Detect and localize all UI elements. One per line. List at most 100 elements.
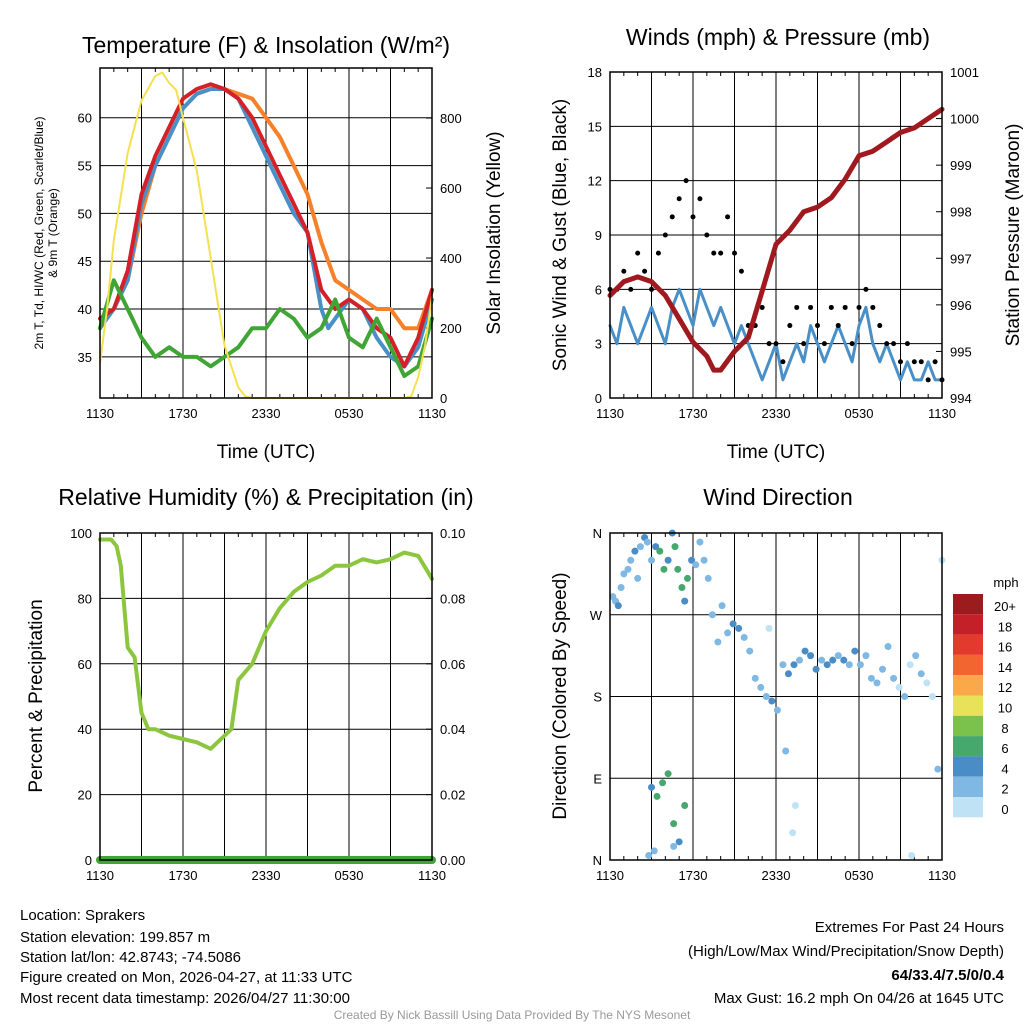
gust-point <box>676 196 682 202</box>
legend-swatch <box>953 776 983 797</box>
y-tick-label: 0 <box>595 391 602 406</box>
direction-point <box>768 697 776 705</box>
direction-point <box>643 538 651 546</box>
direction-point <box>823 661 831 669</box>
gust-point <box>849 341 855 347</box>
direction-point <box>724 629 732 637</box>
legend-swatch <box>953 594 983 615</box>
legend-swatch <box>953 614 983 635</box>
gust-point <box>766 341 772 347</box>
temp-ylabel-line2: & 9m T (Orange) <box>46 188 60 278</box>
y2-tick-label: 200 <box>440 321 462 336</box>
direction-point <box>681 802 689 809</box>
info-recent: Most recent data timestamp: 2026/04/27 1… <box>20 990 350 1007</box>
direction-point <box>812 665 820 673</box>
direction-point <box>908 851 916 859</box>
x-tick-label: 1130 <box>928 868 956 883</box>
x-tick-label: 1130 <box>86 406 114 421</box>
gust-point <box>725 214 731 220</box>
gust-point <box>828 304 834 310</box>
wdir-ylabel: Direction (Colored By Speed) <box>550 572 571 819</box>
direction-point <box>862 652 870 660</box>
legend-swatch <box>953 695 983 716</box>
y-tick-label: 40 <box>78 722 92 737</box>
direction-point <box>675 838 683 846</box>
x-tick-label: 2330 <box>252 868 281 883</box>
legend-label: 16 <box>998 640 1012 655</box>
temp-xlabel: Time (UTC) <box>217 442 316 463</box>
wind-y2label: Station Pressure (Maroon) <box>1003 124 1024 347</box>
y2-tick-label: 0.02 <box>440 788 465 803</box>
temp-panel-title: Temperature (F) & Insolation (W/m²) <box>82 32 450 58</box>
direction-point <box>696 538 704 546</box>
direction-point <box>906 661 914 669</box>
direction-point <box>659 779 667 787</box>
direction-point <box>636 543 644 551</box>
direction-point <box>779 661 787 669</box>
gust-point <box>863 286 869 292</box>
y2-tick-label: 600 <box>440 181 462 196</box>
direction-point <box>873 679 881 687</box>
y-tick-label: 60 <box>78 111 92 126</box>
x-tick-label: 1730 <box>169 406 198 421</box>
direction-point <box>670 842 678 850</box>
gust-point <box>642 268 648 274</box>
gust-point <box>884 341 890 347</box>
y-tick-label: 15 <box>588 119 602 134</box>
direction-point <box>917 670 925 678</box>
extremes-subtitle: (High/Low/Max Wind/Precipitation/Snow De… <box>688 943 1004 960</box>
direction-point <box>890 674 898 682</box>
gust-point <box>655 250 661 256</box>
direction-point <box>648 783 655 791</box>
extremes-title: Extremes For Past 24 Hours <box>815 919 1004 936</box>
y-tick-label: 60 <box>78 657 92 672</box>
direction-point <box>789 829 797 837</box>
wind-xlabel: Time (UTC) <box>727 442 826 463</box>
direction-point <box>678 584 686 591</box>
gust-point <box>870 304 876 310</box>
pressure-line <box>607 106 945 373</box>
y-tick-label: 20 <box>78 788 92 803</box>
temperature-panel: 1130 1730 2330 0530 113035404550556002004006… <box>78 67 462 421</box>
gust-point <box>683 178 689 184</box>
y2-tick-label: 0.10 <box>440 526 465 541</box>
direction-point <box>790 661 798 669</box>
direction-point <box>718 602 726 610</box>
x-tick-label: 0530 <box>845 868 874 883</box>
x-tick-label: 1130 <box>596 868 624 883</box>
y2-tick-label: 998 <box>950 205 972 220</box>
gust-point <box>911 359 917 365</box>
gust-point <box>690 214 696 220</box>
y-tick-label: N <box>593 526 602 541</box>
legend-label: 2 <box>1001 782 1008 797</box>
y2-tick-label: 996 <box>950 298 972 313</box>
rh-panel-title: Relative Humidity (%) & Precipitation (i… <box>58 484 473 510</box>
direction-point <box>773 706 781 714</box>
series-line-rh <box>98 537 434 751</box>
series-line-solar <box>99 71 433 399</box>
direction-point <box>708 611 716 619</box>
legend-label: 4 <box>1001 761 1008 776</box>
direction-point <box>796 656 804 664</box>
direction-point <box>851 647 859 655</box>
y-tick-label: 6 <box>595 282 602 297</box>
direction-point <box>782 747 790 755</box>
legend-swatch <box>953 675 983 696</box>
x-tick-label: 0530 <box>335 406 364 421</box>
info-location: Location: Sprakers <box>20 907 145 924</box>
direction-point <box>624 565 632 573</box>
y-tick-label: 100 <box>70 526 92 541</box>
direction-point <box>746 647 754 655</box>
wdir-panel-title: Wind Direction <box>703 484 853 510</box>
legend-swatch <box>953 797 983 818</box>
gust-point <box>918 359 924 365</box>
legend-swatch <box>953 715 983 737</box>
y2-tick-label: 994 <box>950 391 972 406</box>
gust-point <box>662 232 668 238</box>
direction-point <box>645 851 653 859</box>
direction-point <box>879 665 887 673</box>
direction-point <box>912 652 920 660</box>
y2-tick-label: 800 <box>440 111 462 126</box>
gust-point <box>718 250 724 256</box>
